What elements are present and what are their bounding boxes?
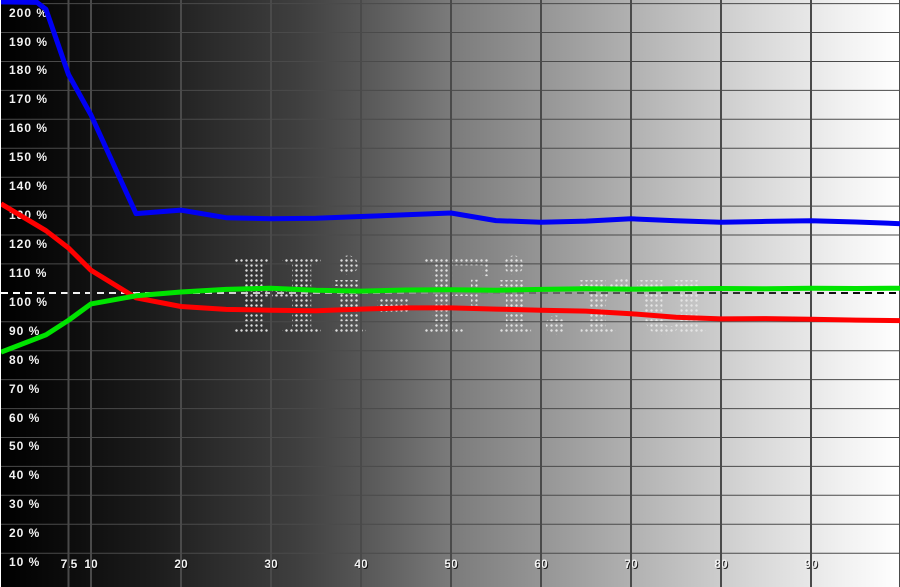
y-axis-tick-label: 190 % [9,35,49,49]
y-axis-tick-label: 110 % [9,266,48,280]
red-curve [1,201,900,324]
y-axis-tick-label: 140 % [9,179,49,193]
y-axis-tick-label: 160 % [9,121,49,135]
y-axis-tick-label: 20 % [9,526,41,540]
y-axis-tick-label: 180 % [9,63,49,77]
y-axis-tick-label: 170 % [9,92,49,106]
y-axis-tick-label: 30 % [9,497,41,511]
watermark: Hi-Fi.ru [229,238,714,358]
y-axis-tick-label: 120 % [9,237,49,251]
y-axis-tick-label: 100 % [9,295,49,309]
y-axis-tick-label: 50 % [9,439,41,453]
y-axis-tick-label: 70 % [9,382,41,396]
y-axis-tick-label: 90 % [9,324,41,338]
blue-curve [1,0,900,227]
y-axis-tick-label: 40 % [9,468,41,482]
y-axis-tick-label: 200 % [9,6,49,20]
green-curve [1,285,900,355]
y-axis-tick-label: 80 % [9,353,41,367]
y-axis-tick-label: 10 % [9,555,41,569]
y-axis-tick-label: 150 % [9,150,49,164]
y-axis-tick-label: 60 % [9,411,41,425]
